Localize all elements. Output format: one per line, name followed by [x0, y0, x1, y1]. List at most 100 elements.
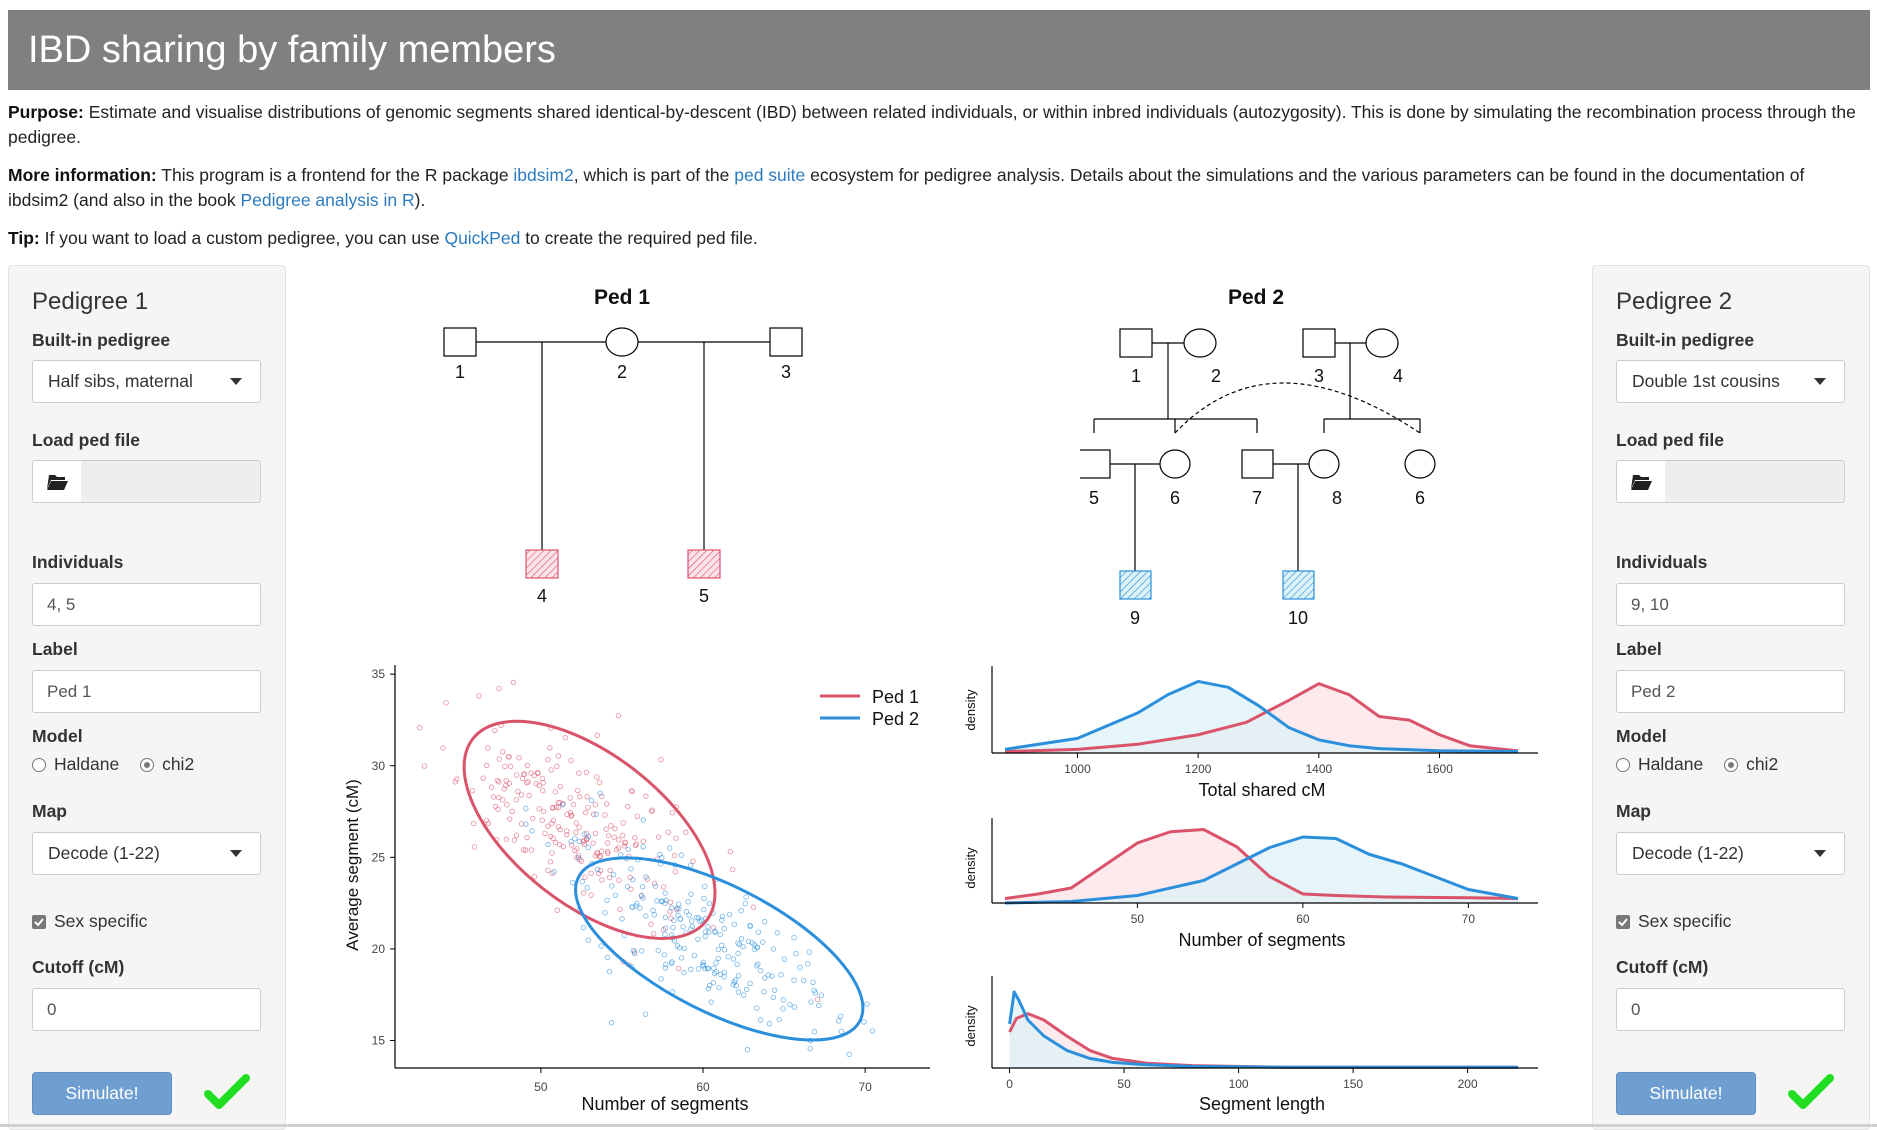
density-line-ped1 [1004, 682, 1519, 754]
map-select[interactable]: Decode (1-22) [1616, 832, 1845, 875]
check-icon [204, 1074, 250, 1109]
scatter-point-ped1 [480, 775, 486, 781]
scatter-point-ped1 [524, 762, 531, 769]
scatter-point-ped2 [662, 890, 668, 896]
simulate-button[interactable]: Simulate! [1616, 1072, 1756, 1115]
scatter-point-ped2 [736, 941, 743, 948]
scatter-point-ped1 [580, 839, 586, 845]
ped1-male-5 [687, 549, 721, 579]
scatter-point-ped1 [540, 787, 546, 794]
ibdsim2-link[interactable]: ibdsim2 [513, 165, 574, 185]
pedigree-1-title: Ped 1 [594, 286, 650, 309]
sex-specific-checkbox[interactable]: Sex specific [1616, 911, 1731, 932]
scatter-point-ped2 [780, 1006, 786, 1012]
scatter-point-ped1 [452, 779, 458, 785]
scatter-point-ped1 [594, 732, 600, 739]
scatter-point-ped1 [568, 757, 574, 764]
model-radio-chi2[interactable]: chi2 [1724, 754, 1778, 774]
scatter-point-ped2 [568, 838, 574, 845]
cutoff-input[interactable]: 0 [32, 988, 261, 1031]
purpose-text: Estimate and visualise distributions of … [8, 102, 1856, 147]
scatter-point-ped2 [661, 952, 668, 958]
scatter-point-ped1 [502, 763, 508, 770]
label-input[interactable]: Ped 2 [1616, 670, 1845, 713]
scatter-point-ped2 [738, 936, 745, 942]
sex-specific-checkbox[interactable]: Sex specific [32, 911, 147, 932]
scatter-point-ped2 [747, 980, 753, 987]
purpose-paragraph: Purpose: Estimate and visualise distribu… [8, 100, 1868, 150]
scatter-point-ped2 [743, 986, 750, 993]
scatter-point-ped1 [488, 784, 495, 790]
x-tick-label: 70 [858, 1080, 872, 1094]
scatter-point-ped1 [665, 829, 672, 835]
individuals-input[interactable]: 4, 5 [32, 583, 261, 626]
map-select[interactable]: Decode (1-22) [32, 832, 261, 875]
scatter-point-ped2 [711, 970, 718, 977]
label-input[interactable]: Ped 1 [32, 670, 261, 713]
scatter-point-ped2 [581, 831, 588, 837]
scatter-point-ped2 [705, 923, 711, 930]
model-radio-haldane[interactable]: Haldane [32, 754, 119, 774]
scatter-point-ped1 [640, 838, 647, 845]
scatter-point-ped1 [531, 772, 537, 779]
scatter-point-ped2 [776, 1016, 782, 1023]
scatter-point-ped2 [774, 930, 780, 936]
scatter-point-ped1 [564, 831, 570, 838]
scatter-point-ped1 [483, 817, 490, 824]
scatter-point-ped1 [521, 771, 527, 777]
scatter-point-ped2 [602, 910, 608, 916]
load-ped-label: Load ped file [32, 430, 140, 450]
cutoff-input[interactable]: 0 [1616, 988, 1845, 1031]
scatter-point-ped1 [582, 809, 589, 816]
simulate-button[interactable]: Simulate! [32, 1072, 172, 1115]
scatter-point-ped2 [864, 1001, 870, 1007]
ped1-id-label: 5 [699, 586, 709, 606]
scatter-point-ped2 [740, 992, 747, 998]
individuals-input[interactable]: 9, 10 [1616, 583, 1845, 626]
scatter-point-ped1 [503, 778, 509, 784]
x-tick-label: 100 [1229, 1077, 1249, 1091]
browse-button[interactable] [1616, 460, 1666, 503]
x-tick-label: 1000 [1064, 762, 1091, 776]
scatter-point-ped1 [672, 868, 679, 875]
pedigree-2-title: Ped 2 [1228, 286, 1284, 309]
quickped-link[interactable]: QuickPed [444, 228, 521, 248]
scatter-point-ped2 [585, 844, 591, 851]
builtin-pedigree-select[interactable]: Half sibs, maternal [32, 360, 261, 403]
x-tick-label: 50 [1117, 1077, 1131, 1091]
scatter-point-ped2 [791, 977, 797, 983]
scatter-point-ped1 [658, 756, 664, 763]
scatter-point-ped2 [755, 929, 762, 935]
density-line-ped1 [1004, 828, 1519, 900]
y-tick-label: 35 [372, 667, 386, 681]
scatter-point-ped1 [594, 774, 600, 780]
browse-button[interactable] [32, 460, 82, 503]
ped-suite-link[interactable]: ped suite [734, 165, 806, 185]
scatter-ticks: 50 60 70 15 20 25 30 35 [372, 667, 873, 1094]
scatter-point-ped1 [649, 807, 656, 813]
scatter-point-ped2 [731, 921, 737, 928]
scatter-point-ped1 [557, 783, 564, 790]
scatter-point-ped1 [615, 712, 622, 719]
scatter-point-ped1 [750, 904, 757, 910]
model-radio-chi2[interactable]: chi2 [140, 754, 194, 774]
scatter-point-ped1 [578, 858, 585, 864]
pedigree-2-panel: Pedigree 2 Built-in pedigree Double 1st … [1592, 265, 1870, 1130]
model-radio-haldane[interactable]: Haldane [1616, 754, 1703, 774]
scatter-point-ped2 [810, 979, 816, 985]
scatter-point-ped2 [808, 999, 814, 1005]
ped2-id-label: 2 [1211, 366, 1221, 386]
individuals-label: Individuals [32, 552, 124, 572]
scatter-point-ped2 [702, 933, 708, 940]
scatter-point-ped1 [621, 843, 627, 849]
builtin-pedigree-select[interactable]: Double 1st cousins [1616, 360, 1845, 403]
scatter-point-ped1 [496, 794, 502, 801]
scatter-point-ped2 [818, 992, 825, 998]
scatter-point-ped1 [592, 802, 599, 808]
scatter-point-ped1 [634, 813, 641, 819]
scatter-point-ped1 [554, 907, 560, 913]
pedigree-book-link[interactable]: Pedigree analysis in R [240, 190, 415, 210]
scatter-point-ped2 [762, 975, 768, 981]
scatter-point-ped2 [701, 906, 707, 913]
scatter-point-ped2 [757, 967, 764, 974]
